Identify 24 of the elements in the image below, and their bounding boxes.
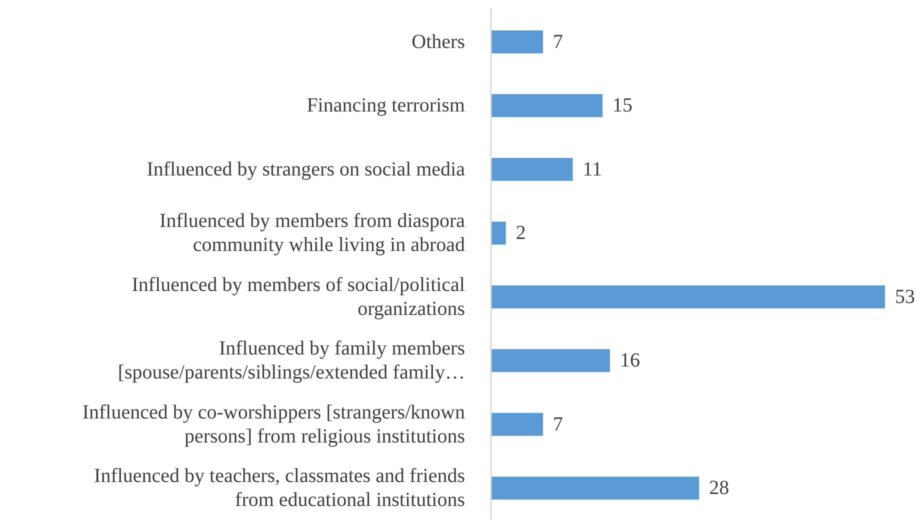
data-label: 7 <box>553 413 564 436</box>
bar <box>491 412 544 436</box>
data-label: 2 <box>516 222 526 244</box>
y-tick-label: Influenced by family members [spouse/parents/siblings/extended family… <box>118 338 466 384</box>
data-label: 7 <box>553 30 564 53</box>
bar <box>491 349 610 372</box>
y-tick-label: Influenced by teachers, classmates and friends from educational institutions <box>94 465 466 512</box>
y-tick-label: Others <box>412 30 466 53</box>
bar <box>491 158 573 181</box>
bar <box>491 222 506 245</box>
bar <box>491 285 885 308</box>
y-tick-label: Influenced by strangers on social media <box>146 158 466 180</box>
data-label: 15 <box>612 94 633 117</box>
y-tick-label: Influenced by members from diaspora community while living in abroad <box>160 210 466 256</box>
bar <box>491 30 544 54</box>
bar <box>491 94 603 118</box>
data-label: 16 <box>620 350 640 372</box>
data-label: 53 <box>895 286 915 308</box>
y-tick-label: Financing terrorism <box>306 94 466 117</box>
y-tick-label: Influenced by co-worshippers [strangers/known persons] from religious institutions <box>82 401 466 448</box>
bar <box>491 476 700 500</box>
y-tick-label: Influenced by members of social/political organizations <box>132 274 466 320</box>
data-label: 28 <box>709 477 730 500</box>
data-label: 11 <box>582 158 602 180</box>
